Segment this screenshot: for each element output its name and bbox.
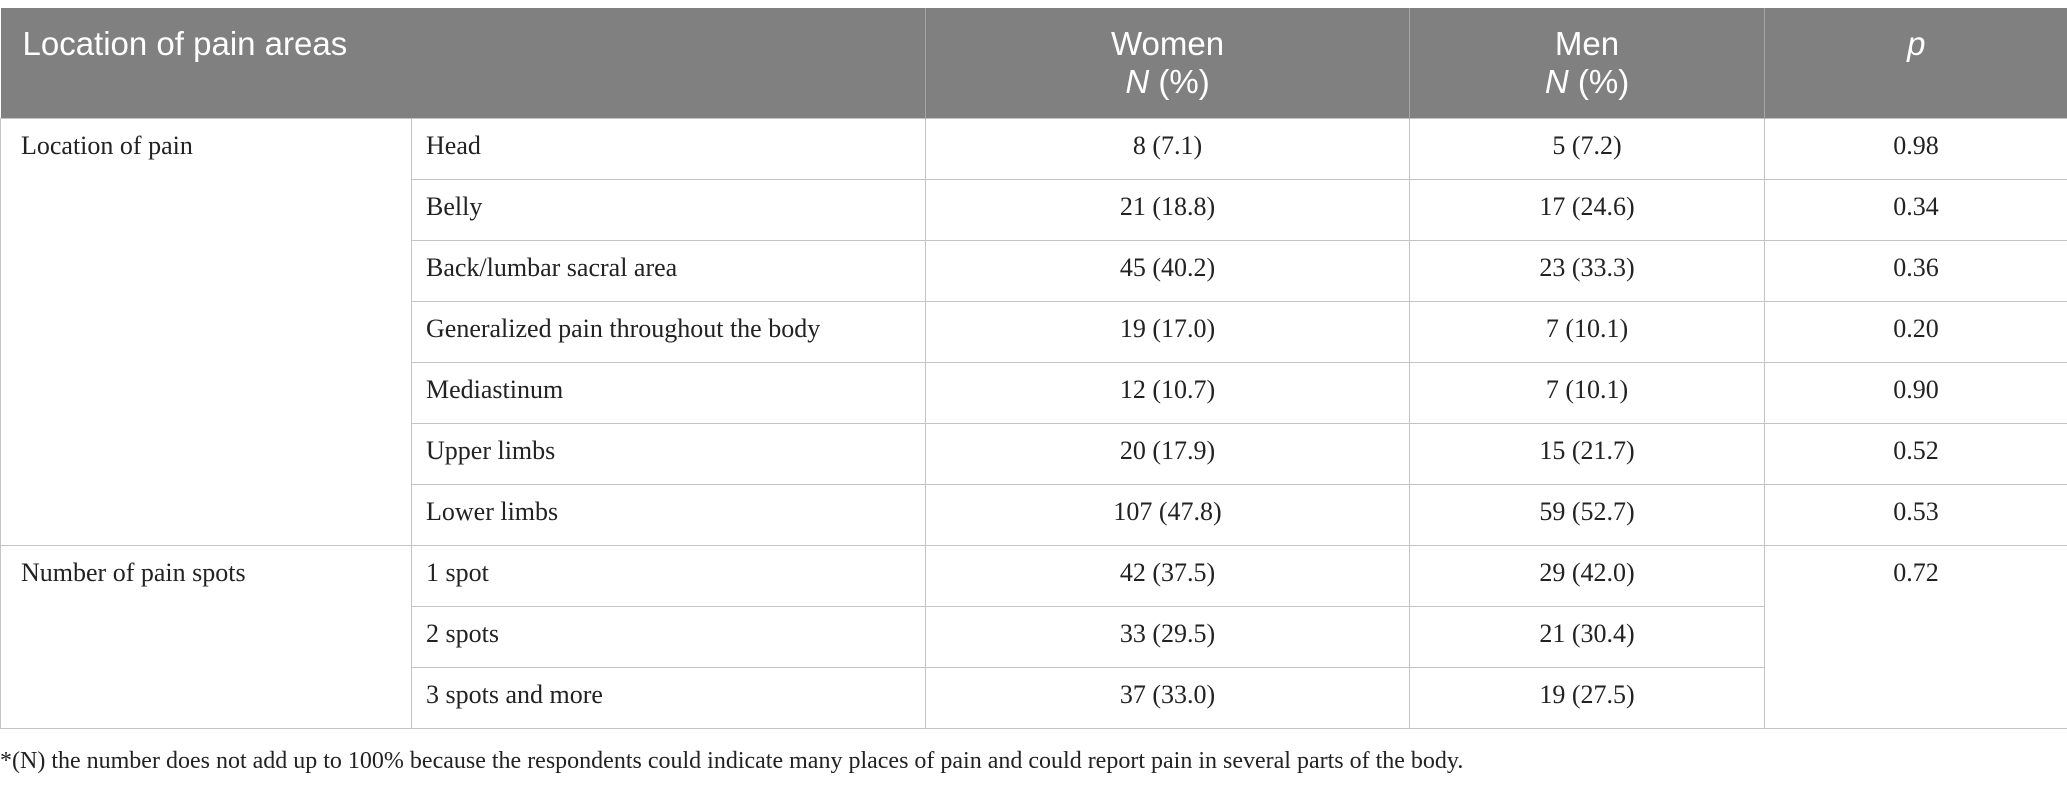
p-value: 0.53: [1764, 483, 2067, 546]
p-value: 0.52: [1764, 422, 2067, 485]
table-row: Back/lumbar sacral area 45 (40.2) 23 (33…: [1, 239, 2067, 302]
p-value: 0.72: [1764, 544, 2067, 729]
row-label: Lower limbs: [410, 483, 927, 546]
row-label: 3 spots and more: [410, 666, 927, 729]
row-label: Back/lumbar sacral area: [410, 239, 927, 302]
men-value: 23 (33.3): [1409, 239, 1766, 302]
group-label: Location of pain: [0, 117, 412, 546]
p-value: 0.90: [1764, 361, 2067, 424]
header-row: Location of pain areas Women N (%) Men N…: [0, 8, 2067, 118]
women-value: 33 (29.5): [925, 605, 1411, 668]
women-value: 45 (40.2): [925, 239, 1411, 302]
header-men-unit: N (%): [1544, 62, 1630, 100]
table-row: Location of pain Head 8 (7.1) 5 (7.2) 0.…: [0, 117, 2067, 546]
men-value: 59 (52.7): [1409, 483, 1766, 546]
row-label: 1 spot: [410, 544, 927, 607]
men-value: 29 (42.0): [1409, 544, 1766, 607]
women-value: 37 (33.0): [925, 666, 1411, 729]
table-row: Upper limbs 20 (17.9) 15 (21.7) 0.52: [1, 422, 2067, 485]
table-footnote: *(N) the number does not add up to 100% …: [0, 748, 1464, 774]
pain-location-table: Location of pain areas Women N (%) Men N…: [0, 8, 2067, 729]
row-label: 2 spots: [410, 605, 927, 668]
row-label: Belly: [410, 178, 927, 241]
table-row: 3 spots and more 37 (33.0) 19 (27.5): [1, 666, 2067, 729]
p-value: 0.98: [1764, 117, 2067, 180]
header-women: Women N (%): [925, 8, 1411, 118]
men-value: 7 (10.1): [1409, 361, 1766, 424]
header-p-value: p: [1764, 8, 2067, 118]
women-value: 19 (17.0): [925, 300, 1411, 363]
table-row: Number of pain spots 1 spot 42 (37.5) 29…: [0, 544, 2067, 729]
women-value: 20 (17.9): [925, 422, 1411, 485]
row-label: Generalized pain throughout the body: [410, 300, 927, 363]
row-label: Upper limbs: [410, 422, 927, 485]
row-label: Head: [410, 117, 927, 180]
men-value: 21 (30.4): [1409, 605, 1766, 668]
table-row: Generalized pain throughout the body 19 …: [1, 300, 2067, 363]
men-value: 7 (10.1): [1409, 300, 1766, 363]
p-value: 0.36: [1764, 239, 2067, 302]
table-container: Location of pain areas Women N (%) Men N…: [0, 8, 2067, 729]
header-men-label: Men: [1554, 24, 1620, 62]
women-value: 42 (37.5): [925, 544, 1411, 607]
p-value: 0.34: [1764, 178, 2067, 241]
men-value: 5 (7.2): [1409, 117, 1766, 180]
men-value: 19 (27.5): [1409, 666, 1766, 729]
women-value: 107 (47.8): [925, 483, 1411, 546]
women-value: 12 (10.7): [925, 361, 1411, 424]
p-value: 0.20: [1764, 300, 2067, 363]
header-location: Location of pain areas: [0, 8, 927, 118]
women-value: 21 (18.8): [925, 178, 1411, 241]
header-men: Men N (%): [1409, 8, 1766, 118]
table-row: Mediastinum 12 (10.7) 7 (10.1) 0.90: [1, 361, 2067, 424]
header-women-label: Women: [1110, 24, 1225, 62]
group-label: Number of pain spots: [0, 544, 412, 729]
men-value: 15 (21.7): [1409, 422, 1766, 485]
table-row: 2 spots 33 (29.5) 21 (30.4): [1, 605, 2067, 668]
row-label: Mediastinum: [410, 361, 927, 424]
header-women-unit: N (%): [1125, 62, 1210, 100]
women-value: 8 (7.1): [925, 117, 1411, 180]
men-value: 17 (24.6): [1409, 178, 1766, 241]
table-row: Lower limbs 107 (47.8) 59 (52.7) 0.53: [1, 483, 2067, 546]
